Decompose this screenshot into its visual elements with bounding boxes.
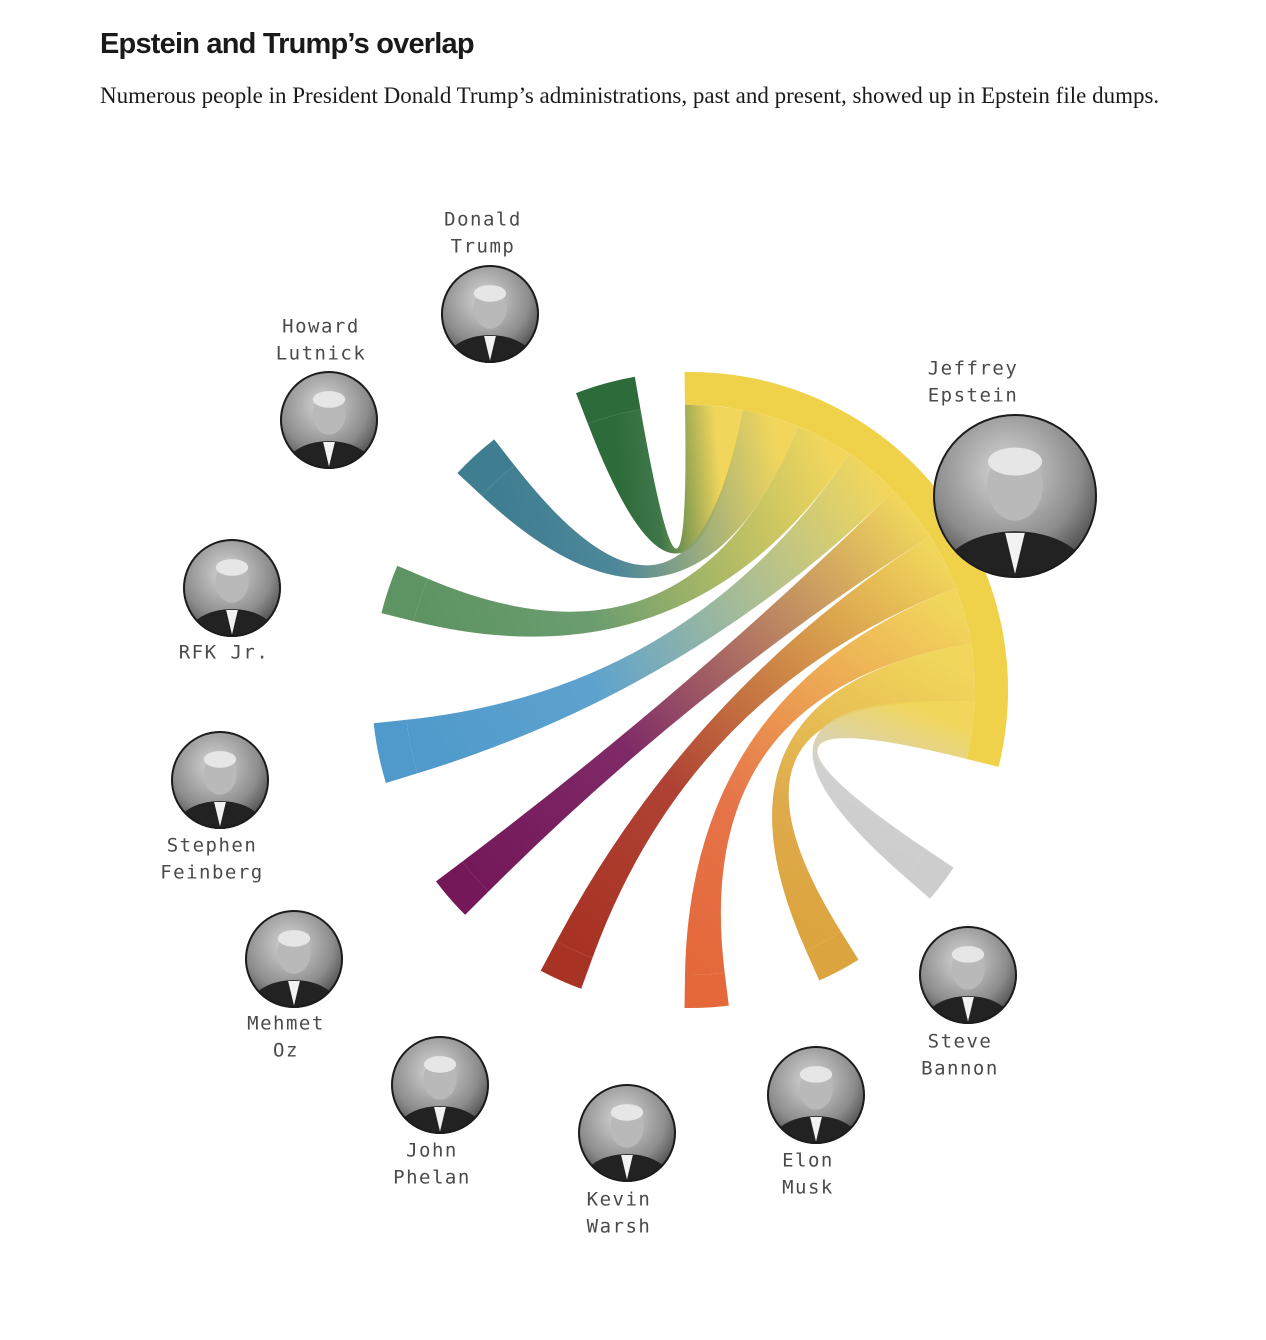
label-kevin-warsh-line: Kevin xyxy=(587,1189,652,1211)
arc-rfk-jr xyxy=(381,565,428,622)
john-phelan-photo xyxy=(391,1036,489,1134)
label-jeffrey-epstein: Jeffrey Epstein xyxy=(928,358,1019,407)
label-howard-lutnick: Howard Lutnick xyxy=(276,316,367,365)
label-stephen-feinberg-line: Stephen xyxy=(167,835,258,857)
howard-lutnick-photo xyxy=(280,371,378,469)
label-jeffrey-epstein-line: Jeffrey xyxy=(928,358,1019,380)
label-steve-bannon-line: Steve xyxy=(928,1031,993,1053)
mehmet-oz-photo xyxy=(245,910,343,1008)
label-steve-bannon-line: Bannon xyxy=(921,1058,999,1080)
ribbon-howard-lutnick xyxy=(481,409,799,579)
donald-trump-photo xyxy=(441,265,539,363)
arc-donald-trump xyxy=(576,376,641,424)
rfk-jr-photo xyxy=(183,539,281,637)
ribbon-kevin-warsh xyxy=(685,587,972,976)
arc-mehmet-oz xyxy=(436,861,489,915)
arc-kevin-warsh xyxy=(684,972,729,1009)
ribbon-mehmet-oz xyxy=(462,490,930,892)
label-donald-trump: Donald Trump xyxy=(444,209,522,258)
kevin-warsh-photo xyxy=(578,1084,676,1182)
label-rfk-jr: RFK Jr. xyxy=(179,642,270,664)
ribbon-stephen-feinberg xyxy=(406,453,894,774)
ribbon-rfk-jr xyxy=(413,426,850,637)
label-elon-musk-line: Elon xyxy=(782,1150,834,1172)
elon-musk-photo xyxy=(767,1046,865,1144)
label-mehmet-oz-line: Oz xyxy=(273,1040,299,1062)
label-stephen-feinberg: Stephen Feinberg xyxy=(160,835,264,884)
ribbons-layer xyxy=(406,404,976,976)
label-howard-lutnick-line: Lutnick xyxy=(276,343,367,365)
arcs-layer xyxy=(373,371,1009,1009)
label-elon-musk-line: Musk xyxy=(782,1177,834,1199)
label-steve-bannon: Steve Bannon xyxy=(921,1031,999,1080)
label-kevin-warsh: Kevin Warsh xyxy=(587,1189,652,1238)
label-elon-musk: Elon Musk xyxy=(782,1150,834,1199)
jeffrey-epstein-photo xyxy=(933,414,1097,578)
label-john-phelan-line: John xyxy=(406,1140,458,1162)
label-kevin-warsh-line: Warsh xyxy=(587,1216,652,1238)
arc-elon-musk xyxy=(805,931,859,981)
label-rfk-jr-line: RFK Jr. xyxy=(179,642,270,664)
ribbon-elon-musk xyxy=(772,643,976,951)
label-donald-trump-line: Trump xyxy=(451,236,516,258)
ribbon-steve-bannon xyxy=(812,700,975,877)
arc-steve-bannon xyxy=(905,849,954,899)
labels-layer: Jeffrey Epstein Donald Trump Howard Lutnick RF… xyxy=(160,209,1019,1238)
photos-layer xyxy=(171,265,1097,1182)
stephen-feinberg-photo xyxy=(171,731,269,829)
label-mehmet-oz-line: Mehmet xyxy=(247,1013,325,1035)
chart-subtitle: Numerous people in President Donald Trum… xyxy=(100,83,1160,108)
arc-howard-lutnick xyxy=(457,439,515,496)
label-stephen-feinberg-line: Feinberg xyxy=(160,862,264,884)
arc-john-phelan xyxy=(540,941,593,989)
arc-stephen-feinberg xyxy=(373,719,418,783)
ribbon-donald-trump xyxy=(587,404,743,554)
label-jeffrey-epstein-line: Epstein xyxy=(928,385,1019,407)
arc-jeffrey-epstein xyxy=(684,371,1009,767)
label-john-phelan: John Phelan xyxy=(393,1140,471,1189)
label-donald-trump-line: Donald xyxy=(444,209,522,231)
label-john-phelan-line: Phelan xyxy=(393,1167,471,1189)
label-howard-lutnick-line: Howard xyxy=(282,316,360,338)
steve-bannon-photo xyxy=(919,926,1017,1024)
ribbon-john-phelan xyxy=(556,536,957,958)
label-mehmet-oz: Mehmet Oz xyxy=(247,1013,325,1062)
chart-title: Epstein and Trump’s overlap xyxy=(100,28,475,60)
